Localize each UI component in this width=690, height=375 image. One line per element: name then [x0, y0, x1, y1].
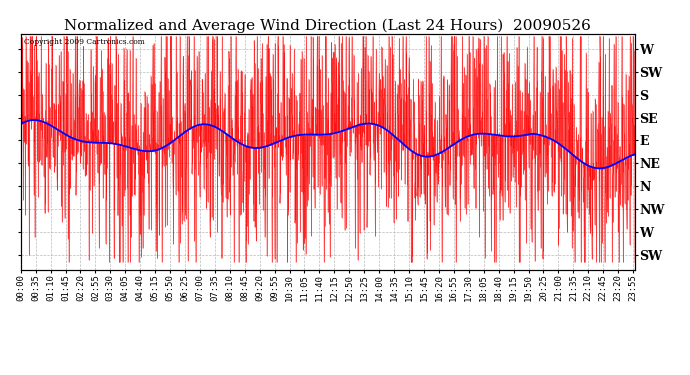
Title: Normalized and Average Wind Direction (Last 24 Hours)  20090526: Normalized and Average Wind Direction (L…	[64, 18, 591, 33]
Text: Copyright 2009 Cartronics.com: Copyright 2009 Cartronics.com	[23, 39, 145, 46]
